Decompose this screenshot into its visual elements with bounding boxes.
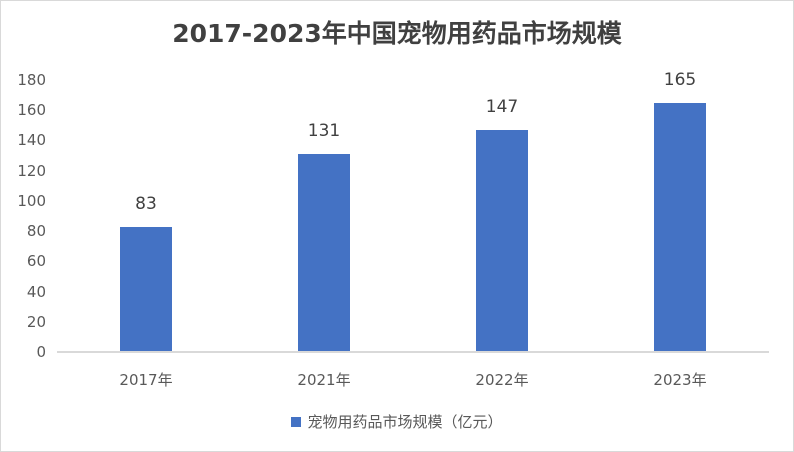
y-tick-140: 140: [17, 131, 46, 149]
legend: 宠物用药品市场规模（亿元）: [0, 411, 794, 432]
x-tick-2022: 2022年: [475, 371, 529, 389]
legend-label: 宠物用药品市场规模（亿元）: [307, 413, 503, 431]
y-tick-120: 120: [17, 162, 46, 180]
y-tick-80: 80: [26, 222, 46, 240]
x-tick-2017: 2017年: [119, 371, 173, 389]
legend-swatch-icon: [291, 417, 302, 427]
x-tick-2023: 2023年: [653, 371, 707, 389]
bar-2021: [298, 154, 350, 352]
y-tick-180: 180: [17, 71, 46, 89]
y-tick-40: 40: [26, 283, 46, 301]
data-label-2023: 165: [663, 70, 697, 90]
bar-2017: [120, 227, 172, 352]
data-label-2022: 147: [485, 97, 519, 117]
x-tick-2021: 2021年: [297, 371, 351, 389]
y-tick-100: 100: [17, 192, 46, 210]
bar-2023: [654, 103, 706, 352]
chart-title: 2017-2023年中国宠物用药品市场规模: [172, 19, 622, 48]
y-tick-60: 60: [26, 252, 46, 270]
y-tick-160: 160: [17, 101, 46, 119]
x-axis-line: [57, 351, 769, 353]
bar-2022: [476, 130, 528, 352]
data-label-2021: 131: [307, 121, 341, 141]
data-label-2017: 83: [135, 194, 157, 214]
y-tick-20: 20: [26, 313, 46, 331]
y-tick-0: 0: [36, 343, 46, 361]
